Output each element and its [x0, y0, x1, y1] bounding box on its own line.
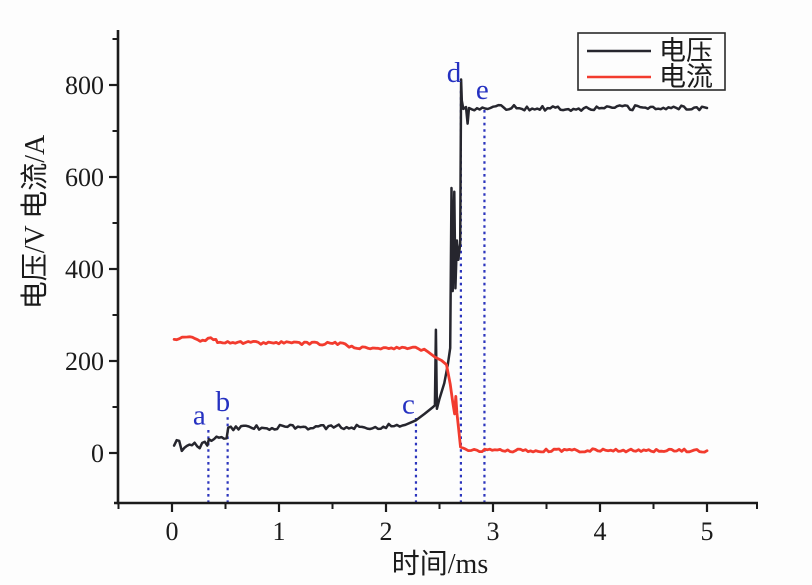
annotation-letter-e: e	[476, 74, 489, 106]
y-tick-label: 600	[65, 163, 104, 192]
y-axis-title: 电压/V 电流/A	[19, 134, 51, 309]
y-axis-ticks	[109, 38, 118, 455]
annotation-letters: a b c de	[193, 57, 489, 431]
annotation-letter-b: b	[216, 386, 231, 418]
x-axis-title: 时间/ms	[392, 548, 488, 580]
x-tick-label: 2	[380, 517, 393, 546]
data-series	[172, 78, 709, 454]
x-tick-label: 1	[273, 517, 286, 546]
annotation-lines	[207, 89, 486, 503]
x-tick-label: 3	[487, 517, 500, 546]
y-tick-label: 200	[65, 347, 104, 376]
series-line-current	[172, 335, 709, 454]
annotation-letter-c: c	[402, 388, 415, 420]
y-tick-label: 0	[91, 439, 104, 468]
x-tick-label: 4	[594, 517, 607, 546]
legend-box	[577, 32, 726, 91]
annotation-letter-a: a	[193, 399, 206, 431]
x-tick-label: 5	[701, 517, 714, 546]
series-line-voltage	[172, 78, 709, 453]
legend: 电压 电流	[577, 32, 726, 92]
x-axis-tick-labels: 0 1 2 3 4 5	[166, 517, 714, 546]
x-axis-ticks	[117, 503, 758, 512]
axes	[114, 30, 758, 505]
annotation-letter-d: d	[447, 57, 462, 89]
y-tick-label: 400	[65, 255, 104, 284]
x-tick-label: 0	[166, 517, 179, 546]
legend-label-current: 电流	[659, 62, 713, 92]
y-tick-label: 800	[65, 71, 104, 100]
legend-label-voltage: 电压	[659, 36, 713, 66]
y-axis-tick-labels: 0 200 400 600 800	[65, 71, 104, 468]
